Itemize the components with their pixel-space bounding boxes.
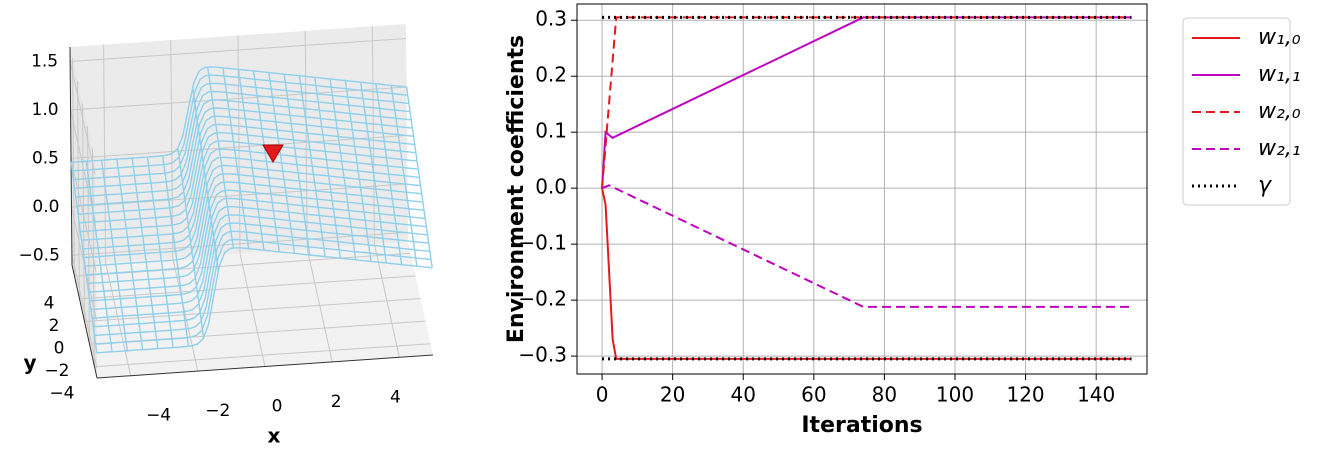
mesh-line <box>81 140 418 241</box>
z-tick-label: −0.5 <box>19 245 60 265</box>
x-tick-label: 0 <box>596 383 609 407</box>
mesh-line <box>75 99 412 198</box>
grid-line <box>70 158 97 272</box>
mesh-line <box>252 70 280 252</box>
line-series <box>601 187 1132 360</box>
grid-line <box>71 183 408 208</box>
mesh-line <box>375 83 403 265</box>
x-tick-label: 4 <box>390 387 401 407</box>
y-tick-label: −0.1 <box>518 231 567 255</box>
y-tick-label: 0.3 <box>535 7 567 31</box>
axis-line <box>96 354 434 379</box>
line-series <box>601 16 1132 189</box>
mesh-line <box>70 66 407 163</box>
y-tick-label: −4 <box>49 384 74 404</box>
mesh-line <box>283 74 311 256</box>
z-tick-label: 1.0 <box>32 100 59 120</box>
mesh-line <box>360 82 387 264</box>
mesh-line <box>344 80 372 262</box>
mesh-line <box>78 115 414 215</box>
x-tick-label: −2 <box>205 401 230 421</box>
y-tick-label: 0.2 <box>535 63 567 87</box>
line-series <box>602 15 1132 361</box>
z-tick-label: 0.5 <box>32 148 59 168</box>
mesh-line <box>73 82 409 181</box>
z-tick-label: 0.0 <box>32 197 59 217</box>
axis-line <box>69 46 73 266</box>
x-tick-label: 60 <box>801 383 826 407</box>
x-axis-label: x <box>268 424 281 448</box>
grid-line <box>103 44 107 263</box>
grid-line <box>84 298 421 322</box>
plot-frame <box>576 3 1148 375</box>
grid-line <box>71 255 98 369</box>
y-tick-label: 0.0 <box>535 175 567 199</box>
legend-label: w₂,₁ <box>1258 136 1301 161</box>
grid-line <box>94 343 431 368</box>
grid-line <box>304 30 308 249</box>
x-tick-label: 40 <box>731 383 756 407</box>
axis-line <box>71 264 98 379</box>
y-axis-label: Environment coefficients <box>504 35 529 343</box>
mesh-line <box>82 148 419 250</box>
grid-line <box>69 61 96 175</box>
grid-line <box>70 38 407 63</box>
mesh-line <box>390 85 418 267</box>
x-tick-label: 120 <box>1006 383 1044 407</box>
y-tick-label: 2 <box>49 316 60 336</box>
grid-line <box>70 134 408 159</box>
grid-line <box>86 126 90 345</box>
mesh-line <box>314 77 342 259</box>
legend-label: γ <box>1258 173 1272 198</box>
surface-mesh <box>70 66 433 354</box>
x-tick-label: 0 <box>272 397 283 417</box>
grid-line <box>71 58 75 277</box>
y-tick-label: 0 <box>54 339 65 359</box>
mesh-line <box>329 78 357 260</box>
grid-line <box>371 26 375 245</box>
mesh-line <box>80 131 416 233</box>
grid-line <box>76 80 80 299</box>
y-tick-label: −2 <box>44 361 69 381</box>
z-tick-label: 1.5 <box>31 52 58 72</box>
mesh-line <box>83 156 420 259</box>
grid-line <box>170 40 174 259</box>
x-tick-label: 80 <box>872 383 897 407</box>
legend-label: w₁,₁ <box>1258 62 1301 87</box>
mesh-line <box>72 74 408 172</box>
grid-line <box>70 86 407 111</box>
mesh-line <box>405 86 433 268</box>
line-series <box>601 16 1132 189</box>
y-axis-label: y <box>23 351 36 375</box>
grid-line <box>81 103 85 322</box>
y-tick-label: 4 <box>44 293 55 313</box>
y-tick-label: −0.2 <box>518 287 567 311</box>
line-series <box>601 184 1132 308</box>
mesh-line <box>79 123 415 224</box>
x-tick-label: −4 <box>146 406 171 426</box>
x-tick-label: 100 <box>936 383 974 407</box>
mesh-line <box>76 107 413 207</box>
mesh-line <box>298 75 326 257</box>
legend-label: w₂,₀ <box>1258 99 1301 124</box>
mesh-line <box>268 72 296 254</box>
y-tick-label: −0.3 <box>518 343 567 367</box>
mesh-line <box>74 90 411 189</box>
x-tick-label: 140 <box>1077 383 1115 407</box>
x-tick-label: 20 <box>660 383 685 407</box>
x-axis-label: Iterations <box>801 413 922 438</box>
y-tick-label: 0.1 <box>535 119 567 143</box>
x-tick-label: 2 <box>331 392 342 412</box>
marker <box>262 144 284 163</box>
legend-label: w₁,₀ <box>1258 25 1301 50</box>
